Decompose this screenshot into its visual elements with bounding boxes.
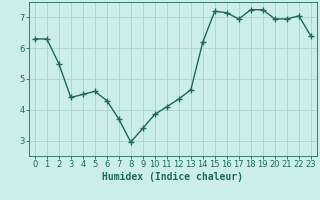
X-axis label: Humidex (Indice chaleur): Humidex (Indice chaleur) bbox=[102, 172, 243, 182]
